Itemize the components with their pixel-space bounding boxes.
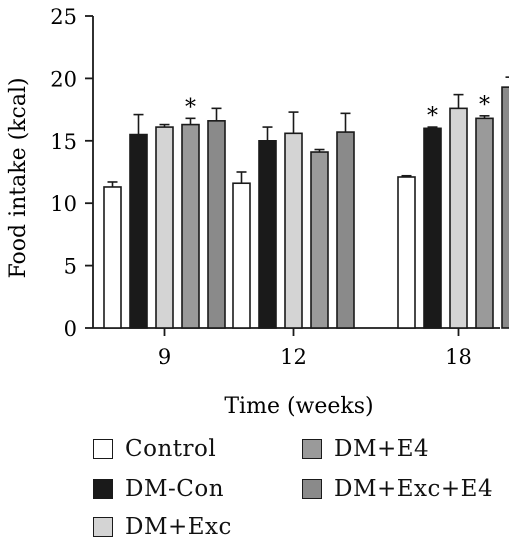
- bar-dm-exc-9: [155, 126, 174, 329]
- chart-bars: [103, 76, 509, 329]
- y-tick-label: 5: [64, 255, 77, 279]
- x-tick-label: 9: [158, 345, 171, 369]
- y-tick-label: 10: [50, 192, 77, 216]
- significance-marker-dm-con-18: *: [427, 104, 438, 129]
- legend-label-dm-exc-e4: DM+Exc+E4: [334, 476, 494, 502]
- bar-dm-exc-18: [449, 107, 468, 329]
- legend-label-dm-exc: DM+Exc: [125, 514, 232, 540]
- bar-dm-exc-e4-9: [207, 120, 226, 329]
- y-axis-label: Food intake (kcal): [6, 77, 31, 278]
- y-tick-label: 15: [50, 130, 77, 154]
- legend-item-dm-con: DM-Con: [93, 476, 224, 502]
- bar-control-12: [232, 182, 251, 329]
- bar-dm-e4-12: [310, 151, 329, 329]
- legend-swatch-dm-exc: [93, 517, 113, 537]
- bar-dm-con-18: [423, 127, 442, 329]
- legend-item-dm-exc: DM+Exc: [93, 514, 232, 540]
- significance-marker-dm-e4-18: *: [479, 93, 490, 118]
- significance-marker-dm-e4-9: *: [185, 95, 196, 120]
- legend-item-dm-exc-e4: DM+Exc+E4: [302, 476, 493, 502]
- y-tick-label: 20: [50, 67, 77, 91]
- bar-dm-exc-e4-12: [336, 131, 355, 329]
- bar-dm-con-12: [258, 140, 277, 329]
- legend-swatch-dm-exc-e4: [302, 479, 322, 499]
- chart-labels: Food intake (kcal) Time (weeks) 0 5 10 15 20…: [6, 5, 490, 419]
- legend-item-dm-e4: DM+E4: [302, 436, 429, 462]
- legend-label-control: Control: [125, 436, 217, 462]
- legend-swatch-dm-e4: [302, 439, 322, 459]
- bar-control-9: [103, 186, 122, 329]
- legend-swatch-control: [93, 439, 113, 459]
- bar-dm-e4-9: [181, 123, 200, 329]
- y-tick-label: 25: [50, 5, 77, 29]
- x-tick-label: 12: [280, 345, 307, 369]
- bar-control-18: [397, 176, 416, 329]
- legend-item-control: Control: [93, 436, 216, 462]
- legend-swatch-dm-con: [93, 479, 113, 499]
- y-tick-label: 0: [64, 317, 77, 341]
- bar-dm-exc-e4-18: [501, 86, 509, 329]
- x-axis-label: Time (weeks): [224, 394, 373, 419]
- legend-label-dm-con: DM-Con: [125, 476, 225, 502]
- x-tick-label: 18: [445, 345, 472, 369]
- bar-dm-e4-18: [475, 117, 494, 329]
- bar-dm-exc-12: [284, 132, 303, 329]
- bar-dm-con-9: [129, 133, 148, 329]
- food-intake-bar-chart: Food intake (kcal) Time (weeks) 0 5 10 15 20…: [6, 5, 509, 419]
- legend-label-dm-e4: DM+E4: [334, 436, 430, 462]
- chart-legend: Control DM-Con DM+Exc DM+E4 DM+Exc+E4: [0, 430, 509, 547]
